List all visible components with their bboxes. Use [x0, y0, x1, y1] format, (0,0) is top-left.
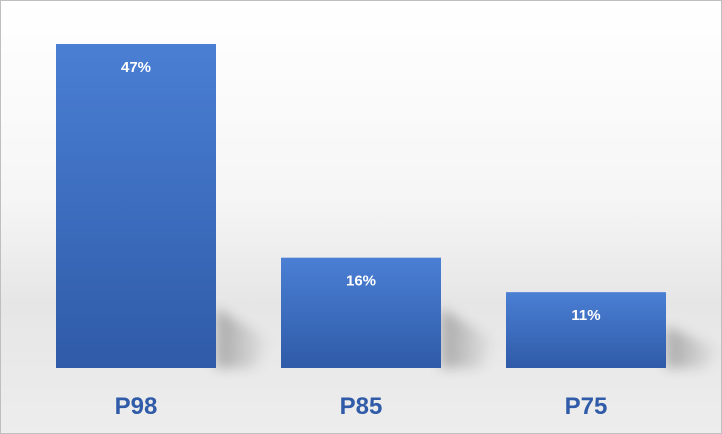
- value-label-p98: 47%: [121, 59, 151, 76]
- category-labels: P98 P85 P75: [115, 393, 608, 420]
- bar-p85: [281, 257, 441, 368]
- bar-shadow: [441, 308, 496, 368]
- bar-shadow: [216, 308, 271, 368]
- bar-shadow: [666, 326, 721, 368]
- bar-p98: [56, 44, 216, 368]
- category-label-p85: P85: [340, 393, 383, 420]
- bar-shadows: [216, 308, 721, 368]
- category-label-p75: P75: [565, 393, 608, 420]
- bars: [56, 44, 666, 368]
- value-label-p75: 11%: [571, 307, 600, 324]
- bar-p75: [506, 292, 666, 368]
- value-label-p85: 16%: [346, 273, 376, 290]
- value-labels: 47% 16% 11%: [121, 59, 601, 324]
- category-label-p98: P98: [115, 393, 158, 420]
